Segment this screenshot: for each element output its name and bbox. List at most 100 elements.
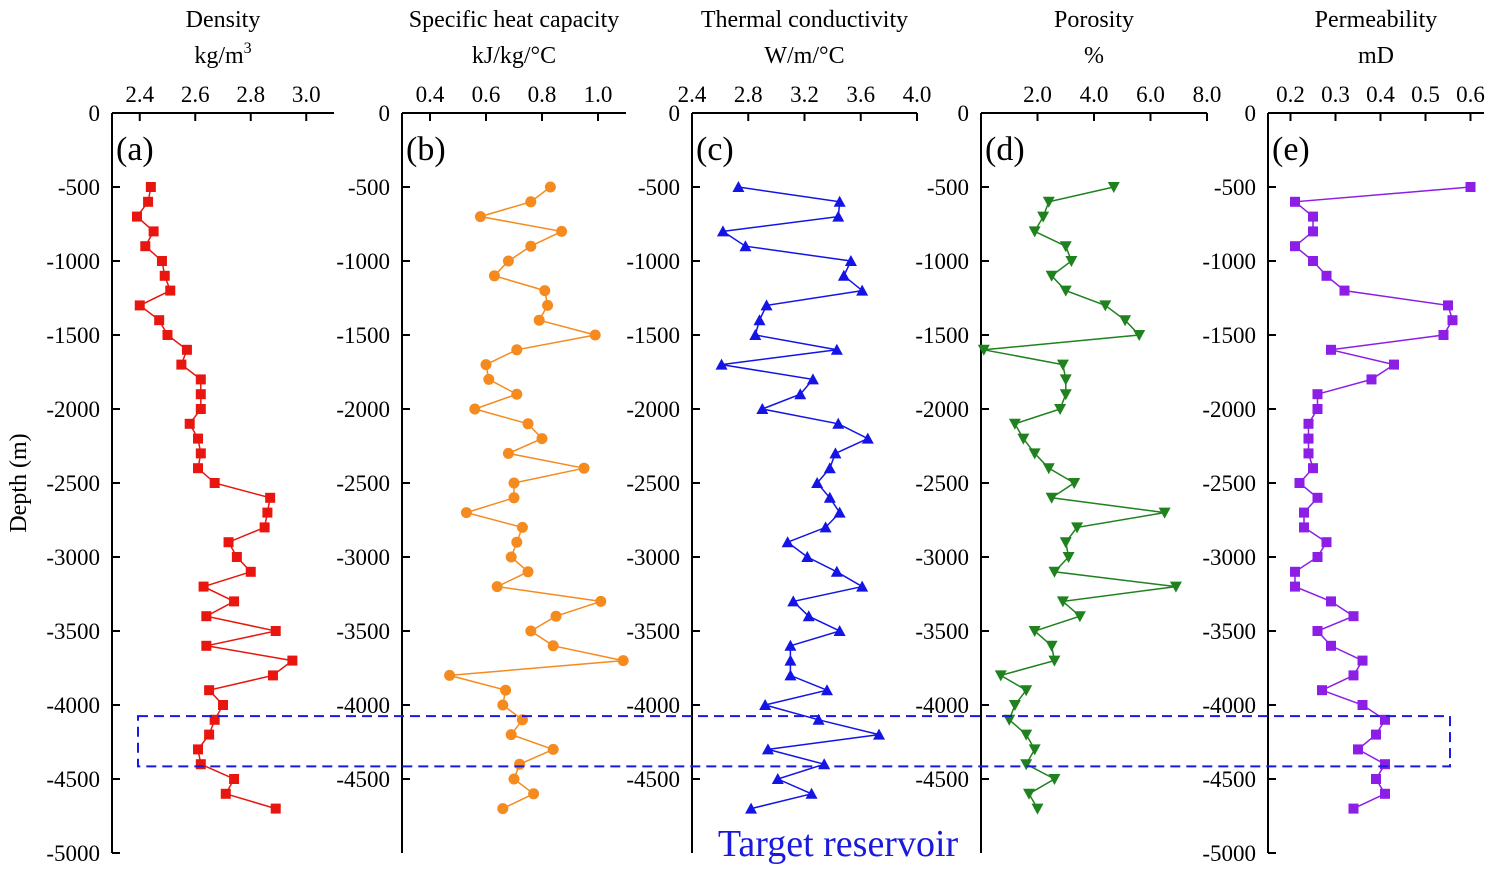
data-point [159, 270, 170, 281]
data-point [1048, 655, 1061, 667]
data-point [1348, 670, 1359, 681]
panel-unit: mD [1358, 43, 1394, 69]
data-point [223, 537, 234, 548]
y-tick-label: -2000 [46, 397, 100, 422]
data-point [204, 729, 215, 740]
data-point [1321, 270, 1332, 281]
x-tick-label: 3.2 [790, 82, 819, 107]
x-tick-label: 0.6 [1456, 82, 1485, 107]
data-point [1008, 700, 1021, 711]
x-tick-label: 2.8 [734, 82, 763, 107]
y-tick-label: -3000 [915, 545, 969, 570]
data-point [1366, 374, 1377, 385]
y-tick-label: -4500 [336, 767, 390, 792]
data-point [837, 269, 850, 281]
data-point [761, 743, 774, 755]
y-tick-label: -2500 [46, 471, 100, 496]
data-point [1299, 522, 1309, 533]
y-tick-label: -1500 [1202, 323, 1256, 348]
y-tick-label: -4500 [915, 767, 969, 792]
data-point [522, 418, 534, 430]
y-tick-label: -4500 [1202, 767, 1256, 792]
y-tick-label: 0 [669, 101, 681, 126]
data-point [145, 182, 156, 192]
data-point [209, 478, 220, 488]
data-point [550, 610, 562, 622]
x-tick-label: 3.6 [846, 82, 875, 107]
panel-unit: kg/m3 [194, 40, 251, 69]
data-point [1465, 182, 1476, 192]
data-point [1042, 463, 1055, 475]
panel-unit: kJ/kg/°C [472, 43, 556, 69]
data-point [1059, 389, 1072, 401]
data-point [749, 329, 762, 340]
data-point [1059, 374, 1072, 386]
data-point [753, 314, 766, 326]
data-point [162, 330, 173, 340]
panel-permeability: Permeability mD 0.2 0.3 0.4 0.5 0.6 0 -500 -1000 -… [1202, 7, 1485, 866]
y-tick-label: -4000 [626, 693, 680, 718]
data-point [1020, 759, 1033, 771]
data-point [830, 343, 843, 355]
data-point [474, 211, 486, 223]
data-point [1299, 507, 1309, 518]
x-tick-label: 0.2 [1276, 82, 1305, 107]
data-point [1443, 300, 1453, 311]
data-point [1028, 448, 1041, 460]
y-tick-label: -4000 [336, 693, 390, 718]
data-point [259, 522, 270, 533]
data-point [1312, 389, 1323, 400]
y-tick-label: -1500 [626, 323, 680, 348]
data-point [134, 300, 145, 311]
data-point [533, 314, 545, 326]
data-point [539, 285, 551, 297]
data-point [1071, 522, 1084, 534]
panel-title: Specific heat capacity [409, 7, 620, 33]
panel-letter: (e) [1272, 131, 1310, 168]
data-point [1133, 330, 1146, 341]
data-point [1303, 448, 1314, 459]
target-reservoir-box [137, 715, 1451, 768]
data-point [1348, 611, 1359, 622]
data-point [497, 803, 509, 815]
data-point [1303, 433, 1314, 444]
panel-specific-heat-capacity: Specific heat capacity kJ/kg/°C 0.4 0.6 0.8 1… [336, 7, 629, 853]
data-point [267, 670, 278, 681]
data-point [771, 773, 784, 784]
data-point [444, 669, 456, 681]
x-tick-label: 0.6 [472, 82, 501, 107]
data-point [1008, 418, 1021, 430]
data-point [801, 551, 814, 562]
data-point [1056, 359, 1069, 371]
data-point [1059, 285, 1072, 297]
panel-title: Permeability [1315, 7, 1438, 33]
y-tick-label: -500 [1214, 175, 1256, 200]
data-point [265, 492, 276, 503]
data-point [856, 580, 869, 592]
y-tick-label: -3500 [46, 619, 100, 644]
data-point [830, 565, 843, 577]
data-point [784, 654, 797, 666]
data-point [1326, 596, 1336, 607]
data-point [204, 685, 215, 696]
data-point [1326, 344, 1336, 355]
data-point [1045, 492, 1058, 504]
data-point [525, 625, 537, 637]
data-point [1059, 537, 1072, 549]
data-point [1054, 404, 1067, 415]
data-point [861, 432, 874, 444]
data-point [812, 713, 825, 725]
data-point [784, 639, 797, 651]
panel-letter: (b) [406, 131, 446, 168]
y-tick-label: -2500 [915, 471, 969, 496]
panel-title: Thermal conductivity [701, 7, 908, 33]
data-point [756, 403, 769, 414]
data-point [1308, 463, 1318, 474]
data-point [1068, 478, 1081, 489]
panel-letter: (a) [116, 131, 154, 168]
x-tick-label: 2.6 [181, 82, 210, 107]
data-point [811, 477, 824, 488]
data-point [1065, 256, 1078, 267]
data-point [231, 552, 242, 562]
data-point [193, 433, 204, 444]
